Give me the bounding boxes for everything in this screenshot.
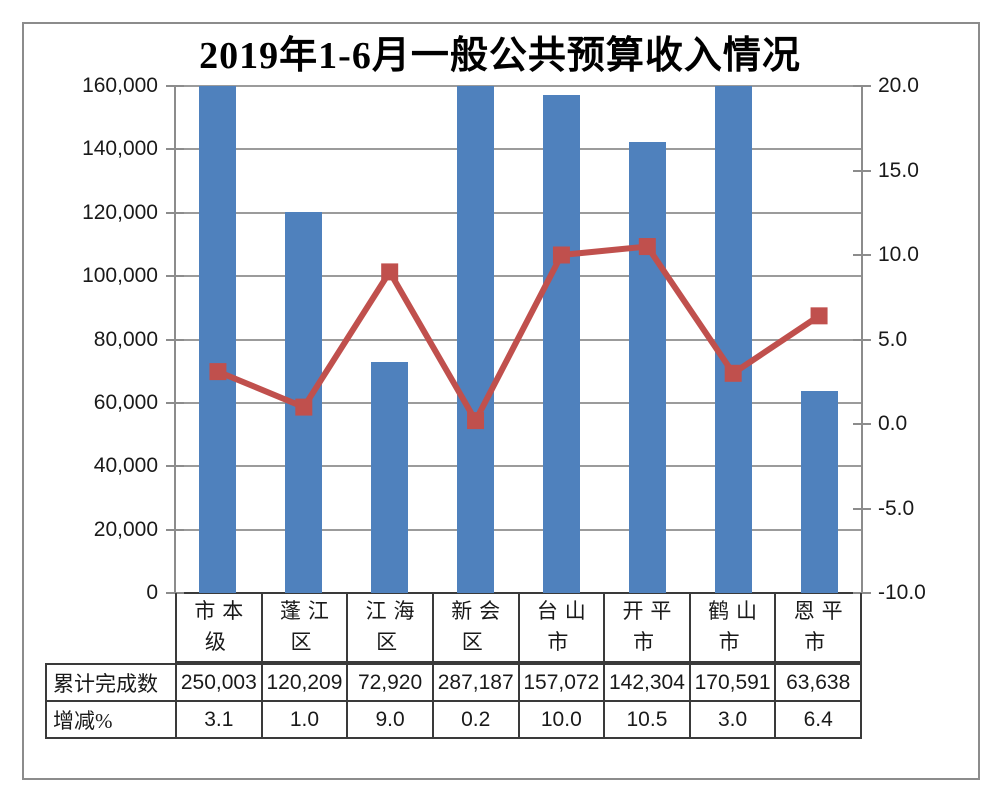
table-cell-增减%-江海区: 9.0: [348, 702, 434, 739]
left-axis-tick-label: 0: [146, 581, 158, 604]
table-cell-累计完成数-鹤山市: 170,591: [690, 665, 777, 702]
right-axis-tick-label: -5.0: [878, 496, 915, 520]
right-axis-tick-label: -10.0: [878, 581, 926, 604]
table-cell-累计完成数-江海区: 72,920: [348, 665, 434, 702]
gridline: [175, 85, 862, 87]
right-axis-tick-label: 15.0: [878, 158, 919, 182]
left-axis-tick: [166, 528, 184, 531]
left-axis-tick-label: 120,000: [82, 200, 158, 224]
table-cell-累计完成数-开平市: 142,304: [605, 665, 691, 702]
right-axis-tick: [853, 169, 871, 172]
gridline: [175, 338, 862, 341]
bar-恩平市: [800, 391, 838, 593]
gridline: [175, 401, 862, 404]
table-cell-增减%-恩平市: 6.4: [776, 702, 862, 739]
table-row-label: 累计完成数: [47, 665, 177, 702]
data-table: 累计完成数 250,003 120,209 72,920 287,187 157,072 1…: [45, 663, 862, 739]
bar-台山市: [542, 95, 580, 593]
category-label-台山市: 台山 市: [520, 593, 606, 661]
right-axis-tick-label: 20.0: [878, 74, 919, 97]
left-axis-tick: [166, 85, 184, 87]
gridline: [175, 275, 862, 278]
bar-市本级: [199, 86, 237, 593]
gridline: [175, 211, 862, 214]
left-axis-tick: [166, 211, 184, 214]
category-axis-labels: 市本 级蓬江 区江海 区新会 区台山 市开平 市鹤山 市恩平 市: [175, 593, 862, 663]
table-cell-累计完成数-新会区: 287,187: [433, 665, 520, 702]
right-axis-tick: [853, 592, 871, 594]
table-cell-累计完成数-恩平市: 63,638: [776, 665, 862, 702]
category-label-江海区: 江海 区: [348, 593, 434, 661]
table-cell-增减%-蓬江区: 1.0: [262, 702, 349, 739]
chart-title: 2019年1-6月一般公共预算收入情况: [199, 35, 801, 77]
left-axis-tick: [166, 338, 184, 341]
table-cell-累计完成数-台山市: 157,072: [519, 665, 606, 702]
table-cell-累计完成数-市本级: 250,003: [177, 665, 263, 702]
bar-开平市: [628, 142, 666, 593]
gridline: [175, 148, 862, 151]
bar-江海区: [371, 361, 409, 593]
category-label-恩平市: 恩平 市: [776, 593, 862, 661]
right-axis-tick: [853, 85, 871, 87]
right-axis-tick-label: 10.0: [878, 243, 919, 266]
left-axis-tick-label: 160,000: [82, 74, 158, 97]
table-cell-累计完成数-蓬江区: 120,209: [262, 665, 349, 702]
left-axis-tick-label: 80,000: [93, 327, 158, 351]
category-label-市本级: 市本 级: [177, 593, 263, 661]
left-axis-tick-label: 140,000: [82, 137, 158, 161]
table-cell-增减%-开平市: 10.5: [605, 702, 691, 739]
right-axis-tick-label: 5.0: [878, 327, 908, 351]
left-axis-tick-label: 20,000: [93, 517, 158, 541]
category-label-鹤山市: 鹤山 市: [691, 593, 777, 661]
gridline: [175, 528, 862, 531]
left-axis-tick-label: 100,000: [82, 264, 158, 288]
left-axis-tick-label: 60,000: [93, 390, 158, 414]
category-label-新会区: 新会 区: [434, 593, 520, 661]
right-axis-tick: [853, 254, 871, 256]
left-axis-tick: [166, 401, 184, 404]
table-cell-增减%-鹤山市: 3.0: [690, 702, 777, 739]
category-label-蓬江区: 蓬江 区: [263, 593, 349, 661]
gridline: [175, 465, 862, 468]
left-axis-tick: [166, 465, 184, 468]
left-axis-tick: [166, 148, 184, 151]
right-axis-tick: [853, 338, 871, 341]
left-axis-tick-label: 40,000: [93, 454, 158, 478]
bar-鹤山市: [714, 86, 752, 593]
category-label-开平市: 开平 市: [605, 593, 691, 661]
right-axis-tick: [853, 423, 871, 425]
table-cell-增减%-台山市: 10.0: [519, 702, 606, 739]
table-cell-增减%-市本级: 3.1: [177, 702, 263, 739]
right-axis-tick: [853, 507, 871, 510]
table-cell-增减%-新会区: 0.2: [433, 702, 520, 739]
right-axis-tick-label: 0.0: [878, 412, 908, 435]
bar-新会区: [457, 86, 495, 593]
bar-蓬江区: [285, 212, 323, 593]
table-row-label: 增减%: [47, 702, 177, 739]
left-axis-tick: [166, 275, 184, 278]
